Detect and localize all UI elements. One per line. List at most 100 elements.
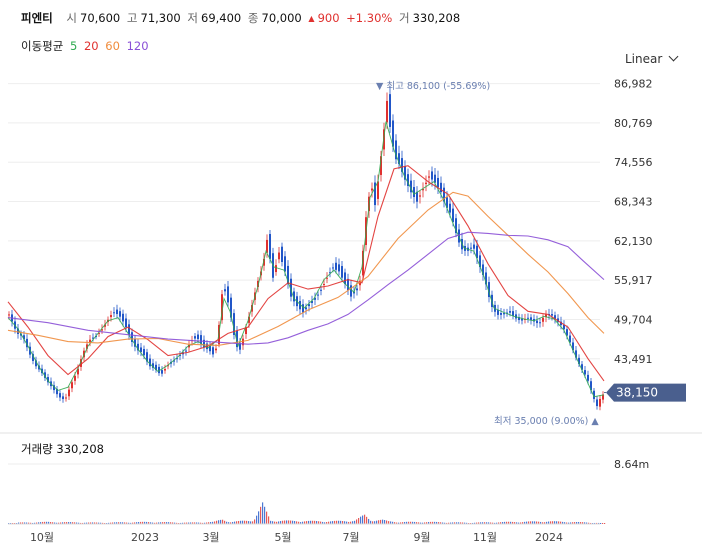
volume-bar <box>290 520 292 524</box>
volume-bar <box>78 522 80 524</box>
volume-bar <box>22 522 24 524</box>
volume-bar <box>490 522 492 524</box>
candle-body <box>602 394 604 400</box>
candle-body <box>572 342 574 351</box>
candle-body <box>320 289 322 291</box>
volume-bar <box>524 521 526 524</box>
volume-bar <box>522 522 524 524</box>
x-tick-label: 7월 <box>342 531 359 544</box>
ma-20[interactable]: 20 <box>83 39 99 53</box>
volume-bar <box>246 520 248 524</box>
ma-120[interactable]: 120 <box>126 39 149 53</box>
candle <box>35 356 37 370</box>
candle <box>242 334 244 350</box>
volume-bar <box>412 521 414 524</box>
volume-bar <box>192 522 194 524</box>
moving-average-legend[interactable]: 이동평균 5 20 60 120 <box>21 38 152 54</box>
volume-panel-label: 거래량 <box>21 442 53 456</box>
candle <box>338 258 340 276</box>
volume-bar <box>510 521 512 524</box>
volume-bar <box>172 522 174 524</box>
volume-bar <box>516 522 518 524</box>
volume-bar <box>126 522 128 524</box>
volume-bar <box>42 521 44 524</box>
candle-body <box>137 343 139 351</box>
x-tick-label: 3월 <box>202 531 219 544</box>
candle-body <box>419 195 421 197</box>
volume-bar <box>514 522 516 524</box>
volume-bar <box>240 520 242 524</box>
volume-bar <box>190 522 192 524</box>
volume-bar <box>152 522 154 524</box>
candle-body <box>98 332 100 334</box>
candle <box>128 319 130 340</box>
candle-body <box>482 264 484 275</box>
candle <box>281 242 283 267</box>
volume-bar <box>270 520 272 524</box>
candle <box>53 381 55 394</box>
ma-60[interactable]: 60 <box>105 39 120 53</box>
candle <box>122 309 124 327</box>
candle <box>395 134 397 165</box>
candle <box>341 261 343 282</box>
candle-body <box>275 265 277 273</box>
volume-bar <box>74 522 76 524</box>
candle <box>203 335 205 352</box>
candle-body <box>341 266 343 278</box>
volume-bar <box>116 522 118 524</box>
candle-body <box>164 368 166 371</box>
stock-name: 피엔티 <box>21 11 53 25</box>
candle-body <box>284 256 286 272</box>
candle-body <box>404 166 406 180</box>
volume-bar <box>598 522 600 524</box>
volume-bar <box>508 521 510 524</box>
candle-body <box>500 312 502 315</box>
candle-body <box>239 342 241 350</box>
candle <box>386 92 388 129</box>
volume-bar <box>528 521 530 524</box>
volume-bar <box>218 520 220 524</box>
candle-body <box>62 396 64 400</box>
volume-bar <box>318 521 320 524</box>
candle <box>44 369 46 381</box>
volume-bar <box>44 521 46 524</box>
volume-bar <box>544 522 546 524</box>
volume-bar <box>100 522 102 524</box>
change-value: 900 <box>317 11 340 25</box>
x-tick-label: 11월 <box>473 531 497 544</box>
candle-body <box>326 277 328 279</box>
volume-bar <box>112 522 114 524</box>
candle-body <box>344 272 346 285</box>
candle <box>56 386 58 398</box>
candle-body <box>248 316 250 323</box>
scale-dropdown[interactable]: Linear <box>625 51 679 66</box>
candle <box>521 314 523 325</box>
volume-bar <box>328 521 330 524</box>
candle-body <box>293 291 295 302</box>
candle-body <box>104 324 106 327</box>
volume-bar <box>146 521 148 524</box>
candle <box>446 191 448 214</box>
volume-bar <box>32 522 34 524</box>
volume-bar <box>72 522 74 524</box>
candle <box>158 363 160 376</box>
candle-body <box>569 335 571 343</box>
candle <box>602 391 604 404</box>
volume-bar <box>568 522 570 524</box>
ma-5[interactable]: 5 <box>69 39 78 53</box>
volume-bar <box>314 520 316 524</box>
volume-bar <box>542 522 544 524</box>
candle <box>512 306 514 320</box>
candle <box>578 354 580 368</box>
volume-bar <box>130 522 132 524</box>
candle <box>314 292 316 305</box>
volume-bar <box>34 522 36 524</box>
candle <box>200 330 202 349</box>
change-percent: +1.30% <box>346 11 393 25</box>
volume-bar <box>434 521 436 524</box>
candle <box>155 361 157 373</box>
candle-body <box>530 317 532 320</box>
volume-bar <box>168 522 170 524</box>
volume-bar <box>300 522 302 524</box>
